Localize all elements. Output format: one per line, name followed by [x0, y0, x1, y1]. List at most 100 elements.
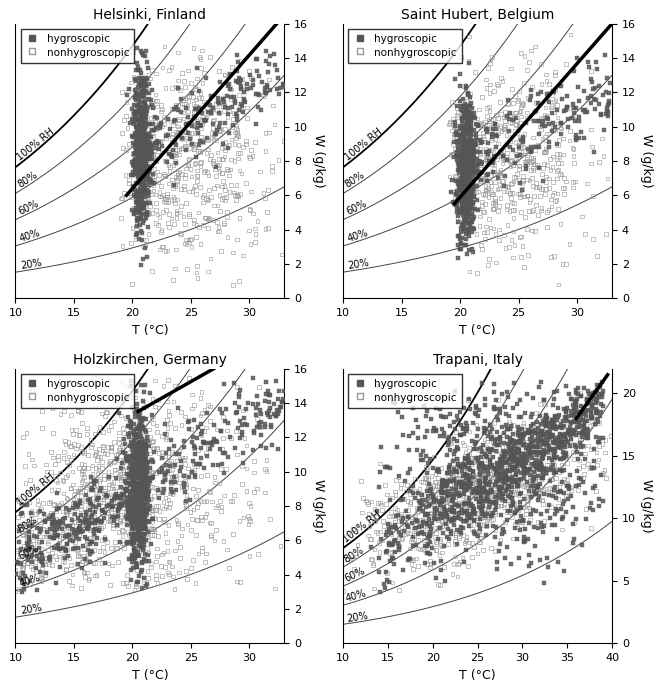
Point	[534, 436, 545, 447]
Point	[137, 556, 147, 567]
Point	[461, 248, 472, 259]
Point	[445, 421, 455, 432]
Point	[477, 471, 487, 482]
Point	[149, 146, 160, 157]
Point	[95, 475, 105, 486]
Point	[488, 513, 498, 524]
Point	[188, 217, 199, 228]
Point	[475, 476, 485, 487]
Point	[461, 135, 471, 146]
Point	[405, 483, 415, 494]
Point	[137, 544, 148, 555]
Point	[159, 562, 170, 573]
Point	[436, 540, 446, 551]
Point	[547, 161, 558, 172]
Point	[447, 496, 458, 507]
Point	[175, 207, 186, 218]
Point	[457, 424, 468, 435]
Point	[255, 404, 266, 415]
Point	[171, 515, 182, 526]
Point	[142, 495, 153, 506]
Point	[140, 439, 151, 450]
Point	[135, 446, 145, 457]
Point	[500, 153, 510, 164]
Point	[415, 502, 426, 513]
Point	[431, 538, 442, 549]
Point	[234, 213, 245, 224]
Point	[589, 147, 600, 158]
Point	[552, 414, 563, 425]
Point	[133, 550, 143, 561]
Point	[76, 476, 87, 487]
Title: Helsinki, Finland: Helsinki, Finland	[93, 8, 206, 22]
Point	[457, 219, 467, 230]
Point	[137, 564, 147, 575]
Point	[463, 442, 474, 453]
Point	[130, 544, 141, 555]
Point	[518, 466, 529, 477]
Point	[457, 200, 467, 211]
Point	[240, 97, 251, 108]
Point	[92, 468, 102, 479]
Point	[189, 415, 200, 426]
Point	[463, 151, 473, 162]
Point	[419, 515, 430, 526]
Point	[471, 142, 482, 153]
Point	[578, 105, 589, 116]
Point	[67, 535, 78, 546]
Point	[504, 241, 514, 253]
Point	[50, 518, 60, 529]
Point	[147, 457, 158, 468]
Point	[590, 419, 600, 430]
Point	[256, 417, 266, 428]
Point	[212, 500, 223, 511]
Point	[441, 507, 451, 518]
Point	[118, 496, 128, 507]
Point	[430, 469, 441, 480]
Point	[254, 422, 265, 433]
Point	[461, 509, 472, 520]
Point	[96, 516, 106, 527]
Point	[167, 561, 177, 572]
Point	[175, 127, 186, 138]
Point	[461, 201, 472, 212]
Point	[498, 152, 508, 164]
Point	[451, 147, 462, 158]
Point	[198, 68, 209, 79]
Point	[461, 150, 472, 161]
Point	[476, 159, 486, 170]
Point	[486, 443, 496, 454]
Point	[97, 535, 107, 546]
Point	[547, 126, 558, 137]
Point	[459, 455, 470, 466]
Point	[132, 512, 142, 523]
Point	[554, 442, 564, 453]
Point	[132, 442, 142, 453]
Point	[491, 109, 502, 120]
Point	[516, 511, 526, 522]
Point	[124, 84, 135, 95]
Point	[130, 517, 141, 528]
Point	[143, 228, 154, 239]
Point	[483, 496, 494, 507]
Point	[126, 518, 137, 529]
Point	[106, 499, 116, 510]
Point	[454, 137, 465, 148]
Point	[139, 491, 150, 502]
Point	[137, 164, 147, 175]
Point	[430, 505, 441, 516]
Point	[522, 388, 532, 400]
Point	[467, 500, 478, 511]
Point	[133, 207, 143, 218]
Point	[398, 564, 408, 575]
Point	[83, 523, 93, 534]
Point	[129, 108, 139, 119]
Point	[43, 538, 54, 549]
Point	[488, 154, 498, 165]
Point	[137, 160, 147, 171]
Point	[465, 151, 476, 162]
Point	[194, 181, 205, 193]
Point	[251, 390, 262, 401]
Point	[140, 514, 151, 525]
Point	[525, 448, 535, 460]
